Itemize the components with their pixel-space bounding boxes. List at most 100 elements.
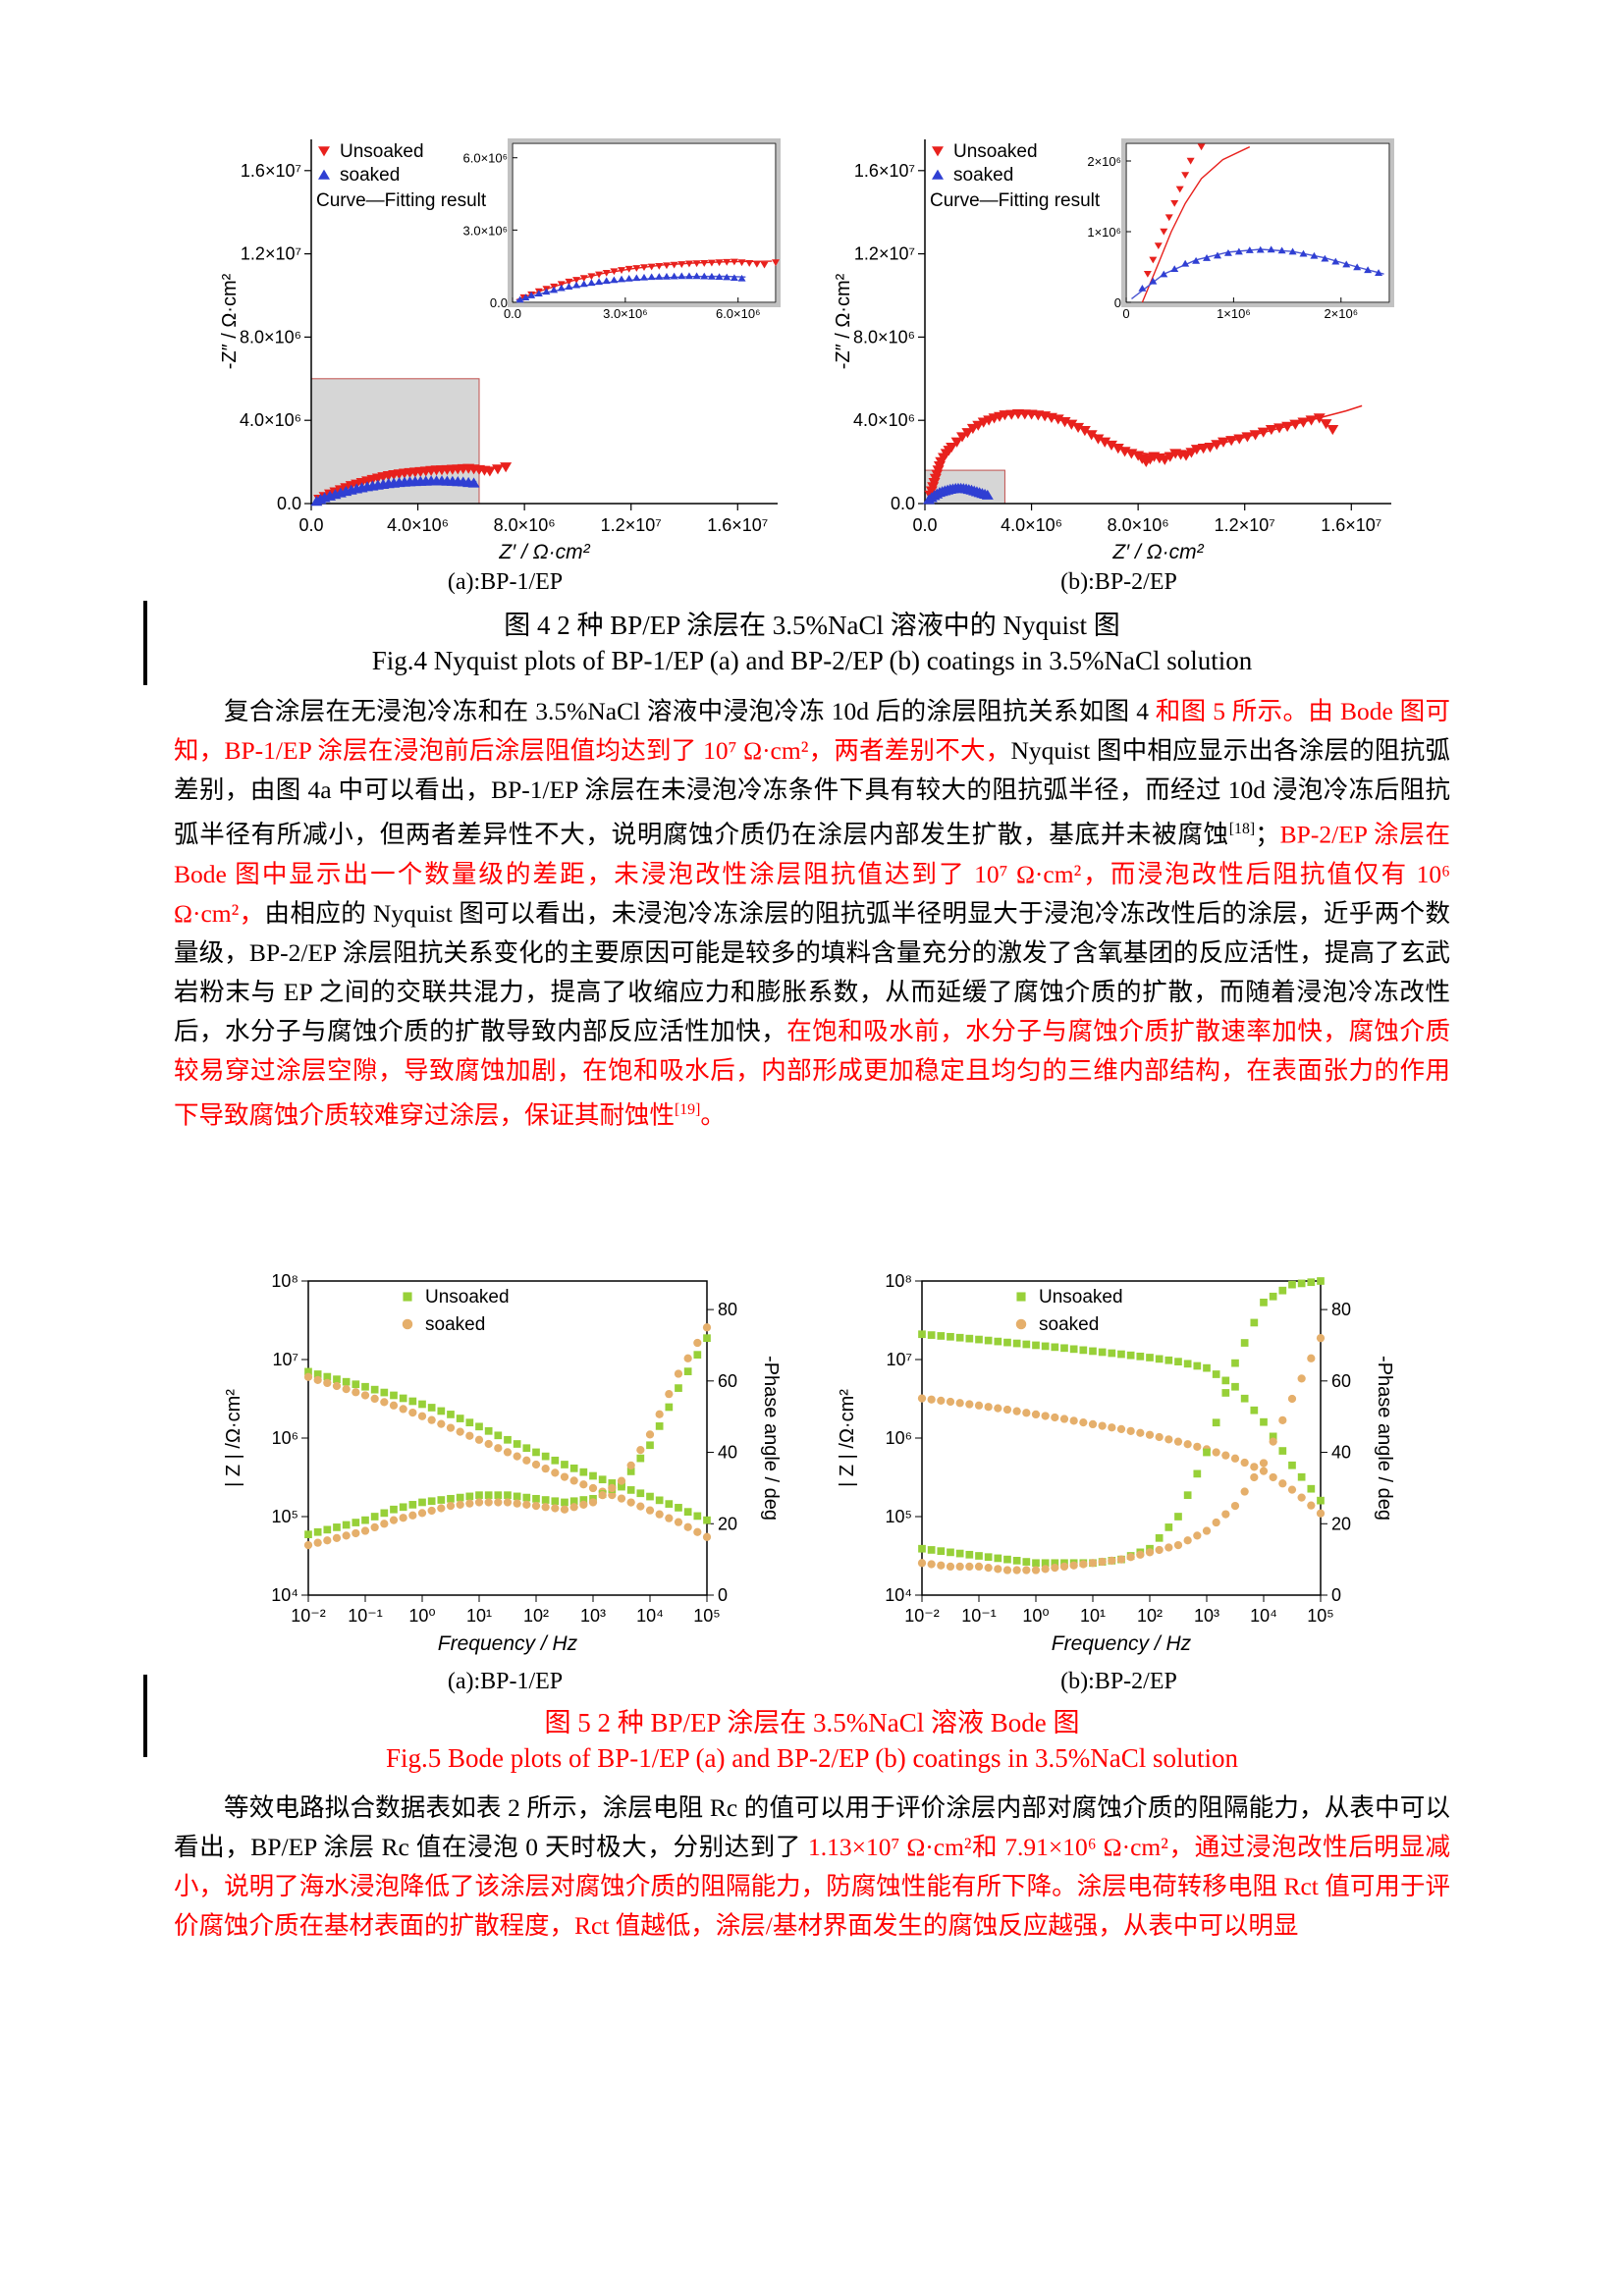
svg-text:0: 0: [1114, 295, 1121, 310]
svg-text:10³: 10³: [580, 1606, 606, 1626]
figure-5-caption-cn: 图 5 2 种 BP/EP 涂层在 3.5%NaCl 溶液 Bode 图: [544, 1708, 1080, 1737]
bode-chart-bp1: 10⁻² 10⁻¹ 10⁰ 10¹ 10² 10³ 10⁴ 10⁵ 10⁴ 10⁵ 10⁶ 10⁷ 10…: [223, 1271, 782, 1655]
svg-text:10³: 10³: [1194, 1606, 1219, 1626]
svg-text:Unsoaked: Unsoaked: [425, 1287, 510, 1308]
svg-text:0: 0: [718, 1585, 728, 1605]
inset-plot: 0 1×10⁶ 2×10⁶ 0 1×10⁶ 2×10⁶: [1087, 138, 1394, 321]
svg-text:10⁻²: 10⁻²: [904, 1606, 940, 1626]
svg-text:1.2×10⁷: 1.2×10⁷: [854, 244, 915, 264]
nyquist-chart-bp2: 0.0 4.0×10⁶ 8.0×10⁶ 1.2×10⁷ 1.6×10⁷ 0.0 4.0×10…: [833, 138, 1394, 563]
svg-text:10²: 10²: [523, 1606, 549, 1626]
svg-text:0: 0: [1331, 1585, 1341, 1605]
svg-text:6.0×10⁶: 6.0×10⁶: [716, 306, 760, 321]
citation-ref: [18]: [1228, 821, 1256, 837]
inset-plot: 0.0 3.0×10⁶ 6.0×10⁶ 0.0 3.0×10⁶ 6.0×10⁶: [463, 138, 781, 321]
citation-ref: [19]: [675, 1100, 701, 1118]
subfig-label-5b: (b):BP-2/EP: [1060, 1669, 1177, 1694]
svg-text:0: 0: [1122, 306, 1129, 321]
svg-text:60: 60: [1331, 1371, 1351, 1391]
svg-text:soaked: soaked: [1039, 1314, 1099, 1335]
svg-text:10⁸: 10⁸: [271, 1271, 298, 1291]
margin-revision-bar-1: [143, 601, 147, 685]
svg-text:1.2×10⁷: 1.2×10⁷: [601, 515, 662, 535]
svg-text:Curve—Fitting result: Curve—Fitting result: [930, 190, 1101, 211]
svg-text:40: 40: [1331, 1443, 1351, 1463]
svg-text:0.0: 0.0: [298, 515, 323, 535]
svg-text:0.0: 0.0: [504, 306, 521, 321]
svg-text:10⁷: 10⁷: [272, 1350, 298, 1369]
svg-text:0.0: 0.0: [277, 494, 301, 513]
x-axis-label: Z′ / Ω·cm²: [498, 541, 590, 563]
svg-text:10⁴: 10⁴: [271, 1585, 298, 1605]
svg-text:1.2×10⁷: 1.2×10⁷: [241, 244, 301, 264]
svg-text:Unsoaked: Unsoaked: [1039, 1287, 1123, 1308]
axes-frame: [921, 1280, 1322, 1596]
figure-4a: 0.0 4.0×10⁶ 8.0×10⁶ 1.2×10⁷ 1.6×10⁷ 0.0 4.0×10…: [218, 128, 792, 596]
text-segment: 复合涂层在无浸泡冷冻和在 3.5%NaCl 溶液中浸泡冷冻 10d 后的涂层阻抗…: [224, 697, 1156, 725]
figure-5-bode-row: 10⁻² 10⁻¹ 10⁰ 10¹ 10² 10³ 10⁴ 10⁵ 10⁴ 10⁵ 10⁶ 10⁷ 10…: [218, 1271, 1406, 1695]
subfig-label-4a: (a):BP-1/EP: [447, 569, 564, 595]
svg-text:8.0×10⁶: 8.0×10⁶: [853, 327, 915, 347]
svg-text:4.0×10⁶: 4.0×10⁶: [853, 410, 915, 430]
x-axis-label: Z′ / Ω·cm²: [1111, 541, 1204, 563]
svg-text:4.0×10⁶: 4.0×10⁶: [387, 515, 449, 535]
svg-text:10⁵: 10⁵: [693, 1606, 720, 1626]
svg-text:1.6×10⁷: 1.6×10⁷: [707, 515, 768, 535]
svg-text:8.0×10⁶: 8.0×10⁶: [240, 327, 301, 347]
svg-text:10⁵: 10⁵: [272, 1507, 298, 1526]
svg-text:4.0×10⁶: 4.0×10⁶: [1001, 515, 1062, 535]
svg-text:20: 20: [1331, 1514, 1351, 1533]
svg-text:10⁻¹: 10⁻¹: [348, 1606, 383, 1626]
svg-text:10⁸: 10⁸: [885, 1271, 912, 1291]
svg-text:1×10⁶: 1×10⁶: [1217, 306, 1251, 321]
svg-text:60: 60: [718, 1371, 737, 1391]
nyquist-chart-bp1: 0.0 4.0×10⁶ 8.0×10⁶ 1.2×10⁷ 1.6×10⁷ 0.0 4.0×10…: [219, 138, 781, 563]
margin-revision-bar-2: [143, 1675, 147, 1757]
svg-text:10⁰: 10⁰: [408, 1606, 435, 1626]
svg-text:soaked: soaked: [953, 165, 1013, 186]
svg-text:3.0×10⁶: 3.0×10⁶: [463, 223, 508, 238]
svg-text:1.6×10⁷: 1.6×10⁷: [854, 161, 915, 181]
body-paragraph-1: 复合涂层在无浸泡冷冻和在 3.5%NaCl 溶液中浸泡冷冻 10d 后的涂层阻抗…: [174, 692, 1450, 1135]
figure-4-caption-en: Fig.4 Nyquist plots of BP-1/EP (a) and B…: [371, 646, 1253, 675]
text-segment: BP-2/EP 涂层在 Bode 图中显示出一个数量级的差距，未浸泡改性涂层阻抗…: [174, 820, 1450, 928]
figure-5b: 10⁻² 10⁻¹ 10⁰ 10¹ 10² 10³ 10⁴ 10⁵ 10⁴ 10⁵ 10⁶ 10⁷ 10…: [832, 1271, 1406, 1695]
legend: Unsoaked soaked Curve—Fitting result: [930, 141, 1101, 211]
bode-chart-bp2: 10⁻² 10⁻¹ 10⁰ 10¹ 10² 10³ 10⁴ 10⁵ 10⁴ 10⁵ 10⁶ 10⁷ 10…: [837, 1271, 1395, 1655]
text-segment: 在饱和吸水前，水分子与腐蚀介质扩散速率加快，腐蚀介质较易穿过涂层空隙，导致腐蚀加…: [174, 1016, 1450, 1130]
svg-text:6.0×10⁶: 6.0×10⁶: [463, 151, 508, 166]
left-axis-label: | Z | /Ω·cm²: [837, 1389, 858, 1487]
figure-4b: 0.0 4.0×10⁶ 8.0×10⁶ 1.2×10⁷ 1.6×10⁷ 0.0 4.0×10…: [832, 128, 1406, 596]
svg-text:10²: 10²: [1137, 1606, 1163, 1626]
svg-text:10⁷: 10⁷: [886, 1350, 912, 1369]
svg-text:0.0: 0.0: [891, 494, 915, 513]
svg-text:10⁴: 10⁴: [636, 1606, 664, 1626]
nyquist-plot: 0.0 4.0×10⁶ 8.0×10⁶ 1.2×10⁷ 1.6×10⁷ 0.0 4.0×10…: [833, 139, 1391, 563]
text-segment: 1.13×10⁷ Ω·cm²和 7.91×10⁶ Ω·cm²，通过浸泡改性后明显…: [174, 1833, 1450, 1940]
svg-text:10⁶: 10⁶: [272, 1428, 298, 1448]
legend: Unsoaked soaked: [402, 1287, 510, 1335]
svg-text:8.0×10⁶: 8.0×10⁶: [494, 515, 556, 535]
svg-text:0.0: 0.0: [912, 515, 937, 535]
svg-text:10⁻¹: 10⁻¹: [961, 1606, 997, 1626]
text-segment: 和图 5 所示。由 Bode 图可知，BP-1/EP 涂层在浸泡前后涂层阻值均达…: [174, 697, 1450, 765]
body-paragraph-2: 等效电路拟合数据表如表 2 所示，涂层电阻 Rc 的值可以用于评价涂层内部对腐蚀…: [174, 1789, 1450, 1946]
svg-text:1×10⁶: 1×10⁶: [1087, 225, 1121, 240]
svg-text:40: 40: [718, 1443, 737, 1463]
svg-text:0.0: 0.0: [490, 295, 508, 310]
svg-text:soaked: soaked: [425, 1314, 485, 1335]
svg-text:80: 80: [1331, 1300, 1351, 1319]
svg-text:20: 20: [718, 1514, 737, 1533]
figure-5-caption-en: Fig.5 Bode plots of BP-1/EP (a) and BP-2…: [386, 1743, 1238, 1773]
svg-text:Unsoaked: Unsoaked: [953, 141, 1038, 162]
svg-text:1.6×10⁷: 1.6×10⁷: [241, 161, 301, 181]
text-segment: 等效电路拟合数据表如表 2 所示，涂层电阻 Rc 的值可以用于评价涂层内部对腐蚀…: [174, 1793, 1450, 1861]
legend: Unsoaked soaked: [1015, 1287, 1123, 1335]
svg-text:10⁵: 10⁵: [1307, 1606, 1333, 1626]
svg-text:10⁰: 10⁰: [1022, 1606, 1049, 1626]
right-axis-label: -Phase angle / deg: [760, 1356, 782, 1521]
svg-text:10⁻²: 10⁻²: [291, 1606, 326, 1626]
figure-5a: 10⁻² 10⁻¹ 10⁰ 10¹ 10² 10³ 10⁴ 10⁵ 10⁴ 10⁵ 10⁶ 10⁷ 10…: [218, 1271, 792, 1695]
svg-text:4.0×10⁶: 4.0×10⁶: [240, 410, 301, 430]
svg-text:Curve—Fitting result: Curve—Fitting result: [316, 190, 487, 211]
